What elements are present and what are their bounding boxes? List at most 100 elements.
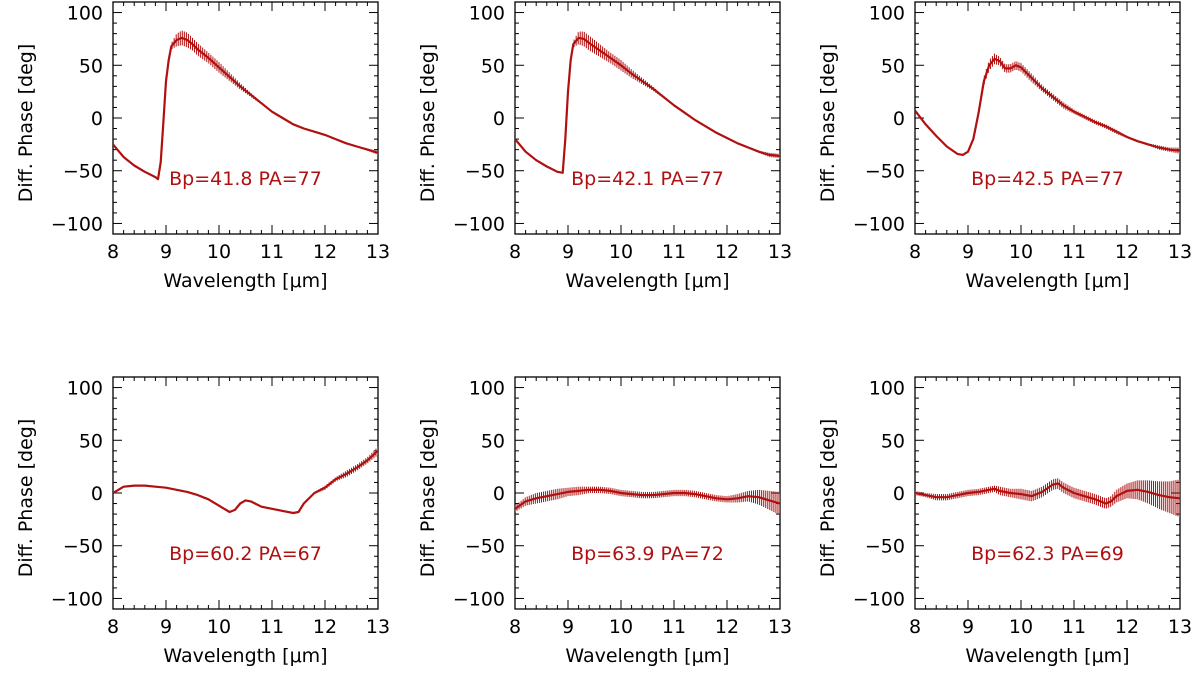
x-tick-label: 9 bbox=[962, 616, 974, 638]
y-tick-label: 100 bbox=[469, 3, 505, 25]
x-tick-label: 12 bbox=[1115, 241, 1139, 263]
plot-frame bbox=[514, 1, 781, 235]
y-axis-label: Diff. Phase [deg] bbox=[15, 44, 37, 203]
x-tick-label: 11 bbox=[260, 241, 284, 263]
baseline-annotation: Bp=41.8 PA=77 bbox=[169, 168, 322, 190]
y-tick-label: 50 bbox=[481, 430, 505, 452]
y-tick-label: −100 bbox=[51, 213, 103, 235]
data-group bbox=[915, 478, 1180, 518]
series-line bbox=[515, 488, 780, 510]
chart-panel-2: 8 9 10 11 12 13 −100 −50 0 50 100 Wavelength [μm] Di… bbox=[417, 1, 792, 292]
baseline-annotation: Bp=63.9 PA=72 bbox=[571, 543, 724, 565]
x-tick-label: 12 bbox=[313, 616, 337, 638]
x-axis-label: Wavelength [μm] bbox=[565, 645, 729, 667]
y-tick-label: 50 bbox=[79, 430, 103, 452]
data-group bbox=[515, 31, 780, 174]
y-tick-label: 50 bbox=[79, 55, 103, 77]
x-tick-label: 13 bbox=[768, 616, 792, 638]
series-line bbox=[915, 482, 1180, 505]
data-group bbox=[915, 53, 1180, 156]
chart-panel-3: 8 9 10 11 12 13 −100 −50 0 50 100 Wavelength [μm] Di… bbox=[817, 1, 1192, 292]
x-tick-label: 9 bbox=[562, 616, 574, 638]
x-tick-label: 11 bbox=[260, 616, 284, 638]
y-tick-label: 0 bbox=[893, 108, 905, 130]
x-tick-label: 11 bbox=[662, 616, 686, 638]
y-axis-label: Diff. Phase [deg] bbox=[817, 419, 839, 578]
y-tick-label: 0 bbox=[493, 108, 505, 130]
chart-panel-4: 8 9 10 11 12 13 −100 −50 0 50 100 Wavelength [μm] Di… bbox=[15, 376, 390, 667]
x-axis-label: Wavelength [μm] bbox=[965, 270, 1129, 292]
baseline-annotation: Bp=42.5 PA=77 bbox=[971, 168, 1124, 190]
x-axis-label: Wavelength [μm] bbox=[163, 645, 327, 667]
x-tick-label: 13 bbox=[1168, 616, 1192, 638]
x-tick-label: 9 bbox=[160, 616, 172, 638]
x-tick-label: 9 bbox=[562, 241, 574, 263]
x-axis-label: Wavelength [μm] bbox=[565, 270, 729, 292]
baseline-annotation: Bp=42.1 PA=77 bbox=[571, 168, 724, 190]
x-tick-label: 8 bbox=[107, 241, 119, 263]
plot-frame bbox=[112, 376, 379, 610]
series-line bbox=[915, 57, 1180, 156]
x-tick-label: 11 bbox=[1062, 241, 1086, 263]
x-tick-label: 13 bbox=[1168, 241, 1192, 263]
y-tick-label: −100 bbox=[51, 588, 103, 610]
series-line bbox=[515, 36, 780, 174]
plot-frame bbox=[112, 1, 379, 235]
data-group bbox=[113, 446, 378, 515]
x-tick-label: 13 bbox=[366, 241, 390, 263]
y-tick-label: 100 bbox=[869, 378, 905, 400]
series-line bbox=[113, 36, 378, 181]
y-tick-label: −50 bbox=[865, 161, 905, 183]
x-tick-label: 10 bbox=[609, 241, 633, 263]
chart-panel-5: 8 9 10 11 12 13 −100 −50 0 50 100 Wavelength [μm] Di… bbox=[417, 376, 792, 667]
y-tick-label: −100 bbox=[453, 588, 505, 610]
series-line bbox=[113, 449, 378, 515]
x-tick-label: 12 bbox=[1115, 616, 1139, 638]
y-tick-label: −50 bbox=[465, 536, 505, 558]
y-tick-label: 0 bbox=[91, 108, 103, 130]
y-tick-label: 100 bbox=[869, 3, 905, 25]
x-tick-label: 9 bbox=[160, 241, 172, 263]
x-axis-label: Wavelength [μm] bbox=[163, 270, 327, 292]
y-tick-label: 50 bbox=[481, 55, 505, 77]
x-tick-label: 13 bbox=[768, 241, 792, 263]
y-tick-label: −100 bbox=[853, 213, 905, 235]
x-tick-label: 9 bbox=[962, 241, 974, 263]
x-tick-label: 12 bbox=[715, 616, 739, 638]
y-axis-label: Diff. Phase [deg] bbox=[817, 44, 839, 203]
x-tick-label: 12 bbox=[715, 241, 739, 263]
y-tick-label: −50 bbox=[63, 536, 103, 558]
y-axis-label: Diff. Phase [deg] bbox=[417, 44, 439, 203]
baseline-annotation: Bp=60.2 PA=67 bbox=[169, 543, 322, 565]
x-tick-label: 10 bbox=[1009, 616, 1033, 638]
x-tick-label: 8 bbox=[509, 241, 521, 263]
chart-panel-6: 8 9 10 11 12 13 −100 −50 0 50 100 Wavelength [μm] Di… bbox=[817, 376, 1192, 667]
x-tick-label: 8 bbox=[909, 241, 921, 263]
y-tick-label: −100 bbox=[853, 588, 905, 610]
y-tick-label: −50 bbox=[865, 536, 905, 558]
chart-panel-1: 8 9 10 11 12 13 −100 −50 0 50 100 Wavelength [μm] Di… bbox=[15, 1, 390, 292]
y-axis-label: Diff. Phase [deg] bbox=[15, 419, 37, 578]
x-axis-label: Wavelength [μm] bbox=[965, 645, 1129, 667]
y-tick-label: 50 bbox=[881, 430, 905, 452]
y-tick-label: 100 bbox=[67, 3, 103, 25]
x-tick-label: 12 bbox=[313, 241, 337, 263]
x-tick-label: 8 bbox=[107, 616, 119, 638]
data-group bbox=[515, 486, 780, 516]
data-group bbox=[113, 30, 378, 181]
x-tick-label: 13 bbox=[366, 616, 390, 638]
y-tick-label: 100 bbox=[469, 378, 505, 400]
y-axis-label: Diff. Phase [deg] bbox=[417, 419, 439, 578]
y-tick-label: 0 bbox=[893, 483, 905, 505]
y-tick-label: −100 bbox=[453, 213, 505, 235]
x-tick-label: 8 bbox=[509, 616, 521, 638]
baseline-annotation: Bp=62.3 PA=69 bbox=[971, 543, 1124, 565]
plot-frame bbox=[914, 1, 1181, 235]
x-tick-label: 10 bbox=[207, 616, 231, 638]
x-tick-label: 11 bbox=[662, 241, 686, 263]
y-tick-label: 50 bbox=[881, 55, 905, 77]
x-tick-label: 8 bbox=[909, 616, 921, 638]
y-tick-label: −50 bbox=[63, 161, 103, 183]
y-tick-label: 0 bbox=[91, 483, 103, 505]
